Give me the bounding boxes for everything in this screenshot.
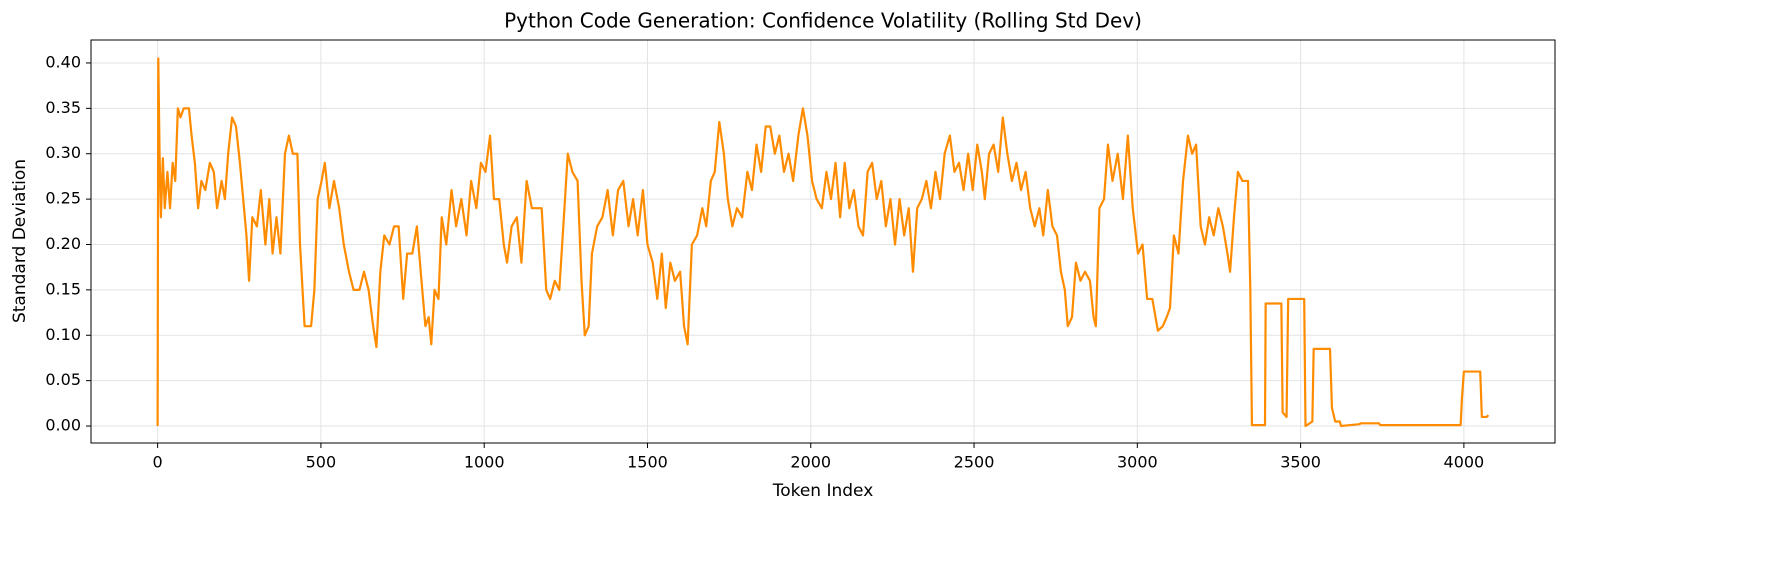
x-tick-label: 3500 xyxy=(1280,453,1321,472)
x-tick-label: 1500 xyxy=(627,453,668,472)
y-tick-label: 0.35 xyxy=(45,98,81,117)
y-tick-label: 0.10 xyxy=(45,325,81,344)
x-axis-label: Token Index xyxy=(772,481,874,501)
chart-title: Python Code Generation: Confidence Volat… xyxy=(504,9,1142,33)
x-tick-label: 500 xyxy=(306,453,337,472)
x-tick-label: 3000 xyxy=(1117,453,1158,472)
y-tick-label: 0.40 xyxy=(45,52,81,71)
y-tick-label: 0.00 xyxy=(45,416,81,435)
plot-frame xyxy=(90,39,1556,444)
data-line xyxy=(156,57,1490,428)
x-tick-label: 2500 xyxy=(954,453,995,472)
y-tick-label: 0.20 xyxy=(45,234,81,253)
y-tick-label: 0.25 xyxy=(45,189,81,208)
x-tick-label: 4000 xyxy=(1444,453,1485,472)
y-tick-label: 0.30 xyxy=(45,143,81,162)
x-tick-label: 0 xyxy=(153,453,163,472)
y-tick-label: 0.05 xyxy=(45,370,81,389)
x-tick-label: 1000 xyxy=(464,453,505,472)
x-tick-label: 2000 xyxy=(790,453,831,472)
y-tick-label: 0.15 xyxy=(45,279,81,298)
y-axis-label: Standard Deviation xyxy=(10,159,30,323)
